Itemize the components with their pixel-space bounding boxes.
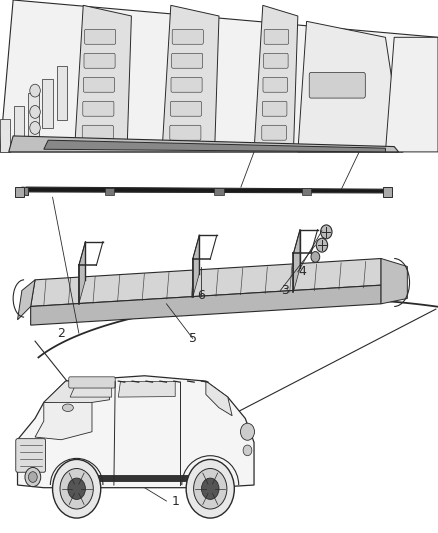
Polygon shape: [35, 400, 92, 440]
Polygon shape: [79, 241, 85, 304]
FancyBboxPatch shape: [264, 53, 288, 68]
Circle shape: [186, 459, 234, 518]
Circle shape: [316, 238, 328, 252]
Polygon shape: [18, 376, 254, 488]
FancyBboxPatch shape: [172, 53, 203, 68]
FancyBboxPatch shape: [214, 188, 224, 195]
Polygon shape: [293, 230, 300, 292]
FancyBboxPatch shape: [28, 93, 39, 136]
Circle shape: [30, 122, 40, 134]
Circle shape: [311, 252, 320, 262]
FancyBboxPatch shape: [264, 29, 289, 44]
Text: 4: 4: [298, 265, 306, 278]
FancyBboxPatch shape: [83, 77, 114, 92]
FancyBboxPatch shape: [16, 439, 46, 472]
Circle shape: [25, 467, 41, 487]
Ellipse shape: [62, 404, 73, 411]
Polygon shape: [0, 0, 438, 152]
Circle shape: [28, 472, 37, 482]
Polygon shape: [74, 5, 131, 151]
FancyBboxPatch shape: [302, 188, 311, 195]
Polygon shape: [22, 187, 385, 193]
FancyBboxPatch shape: [383, 187, 392, 197]
Polygon shape: [9, 136, 399, 152]
FancyBboxPatch shape: [57, 66, 67, 120]
FancyBboxPatch shape: [85, 29, 116, 44]
FancyBboxPatch shape: [0, 119, 10, 152]
FancyBboxPatch shape: [105, 188, 114, 195]
Text: 2: 2: [57, 327, 65, 340]
FancyBboxPatch shape: [82, 125, 113, 140]
Circle shape: [30, 106, 40, 118]
Polygon shape: [193, 235, 199, 297]
FancyBboxPatch shape: [69, 377, 115, 388]
FancyBboxPatch shape: [262, 125, 286, 140]
Polygon shape: [118, 382, 175, 397]
Polygon shape: [31, 285, 381, 325]
FancyBboxPatch shape: [42, 79, 53, 128]
Polygon shape: [64, 475, 191, 481]
Polygon shape: [44, 381, 110, 402]
FancyBboxPatch shape: [84, 53, 115, 68]
Polygon shape: [381, 259, 407, 304]
Polygon shape: [254, 5, 298, 151]
Text: 3: 3: [281, 284, 289, 297]
FancyBboxPatch shape: [171, 77, 202, 92]
Circle shape: [321, 225, 332, 239]
Circle shape: [243, 445, 252, 456]
FancyBboxPatch shape: [309, 72, 365, 98]
Polygon shape: [162, 5, 219, 151]
Circle shape: [194, 469, 227, 509]
FancyBboxPatch shape: [15, 187, 24, 197]
Polygon shape: [18, 187, 28, 196]
Polygon shape: [44, 140, 385, 152]
Text: 5: 5: [189, 332, 197, 345]
Polygon shape: [206, 381, 232, 416]
Circle shape: [30, 84, 40, 97]
Circle shape: [60, 469, 93, 509]
Polygon shape: [18, 280, 35, 320]
Text: 6: 6: [198, 289, 205, 302]
FancyBboxPatch shape: [263, 77, 287, 92]
Circle shape: [201, 478, 219, 499]
Polygon shape: [298, 21, 403, 152]
Polygon shape: [385, 37, 438, 152]
FancyBboxPatch shape: [14, 106, 25, 144]
Polygon shape: [70, 382, 112, 397]
FancyBboxPatch shape: [170, 125, 201, 140]
FancyBboxPatch shape: [172, 29, 203, 44]
FancyBboxPatch shape: [262, 101, 287, 116]
FancyBboxPatch shape: [170, 101, 201, 116]
Text: 1: 1: [171, 495, 179, 507]
FancyBboxPatch shape: [83, 101, 114, 116]
Circle shape: [53, 459, 101, 518]
Circle shape: [68, 478, 85, 499]
Polygon shape: [31, 259, 381, 306]
Circle shape: [240, 423, 254, 440]
